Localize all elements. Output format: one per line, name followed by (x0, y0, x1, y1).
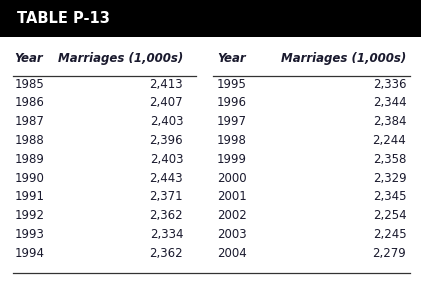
Text: 2,407: 2,407 (149, 96, 183, 109)
Text: 1993: 1993 (15, 228, 45, 241)
Text: 1988: 1988 (15, 134, 45, 147)
Text: 2003: 2003 (217, 228, 246, 241)
Text: Marriages (1,000s): Marriages (1,000s) (281, 52, 406, 65)
Text: 2,362: 2,362 (149, 209, 183, 222)
Text: 2,362: 2,362 (149, 247, 183, 260)
Text: 1985: 1985 (15, 78, 45, 91)
Text: TABLE P-13: TABLE P-13 (17, 11, 110, 26)
Text: 2,244: 2,244 (373, 134, 406, 147)
Text: 1986: 1986 (15, 96, 45, 109)
Text: Year: Year (15, 52, 43, 65)
Text: 2,413: 2,413 (149, 78, 183, 91)
Text: 1992: 1992 (15, 209, 45, 222)
Text: 1991: 1991 (15, 190, 45, 203)
Text: 2,279: 2,279 (373, 247, 406, 260)
Text: 1987: 1987 (15, 115, 45, 128)
Text: 2000: 2000 (217, 172, 246, 185)
Text: 2,371: 2,371 (149, 190, 183, 203)
Text: 2,384: 2,384 (373, 115, 406, 128)
Text: 1994: 1994 (15, 247, 45, 260)
Text: 2,403: 2,403 (149, 115, 183, 128)
Text: 2,344: 2,344 (373, 96, 406, 109)
Text: Marriages (1,000s): Marriages (1,000s) (58, 52, 183, 65)
Text: 2,345: 2,345 (373, 190, 406, 203)
Text: 1999: 1999 (217, 153, 247, 166)
Text: 1996: 1996 (217, 96, 247, 109)
Text: 2001: 2001 (217, 190, 247, 203)
Text: 1998: 1998 (217, 134, 247, 147)
Text: 2,334: 2,334 (149, 228, 183, 241)
Text: 2002: 2002 (217, 209, 247, 222)
Text: 2,396: 2,396 (149, 134, 183, 147)
Text: 2004: 2004 (217, 247, 247, 260)
Text: 1990: 1990 (15, 172, 45, 185)
Text: 1997: 1997 (217, 115, 247, 128)
Text: 2,245: 2,245 (373, 228, 406, 241)
Text: 2,336: 2,336 (373, 78, 406, 91)
Text: 2,403: 2,403 (149, 153, 183, 166)
Text: 2,358: 2,358 (373, 153, 406, 166)
Text: 2,254: 2,254 (373, 209, 406, 222)
Text: 1995: 1995 (217, 78, 247, 91)
Text: Year: Year (217, 52, 245, 65)
Text: 2,329: 2,329 (373, 172, 406, 185)
Text: 2,443: 2,443 (149, 172, 183, 185)
Text: 1989: 1989 (15, 153, 45, 166)
